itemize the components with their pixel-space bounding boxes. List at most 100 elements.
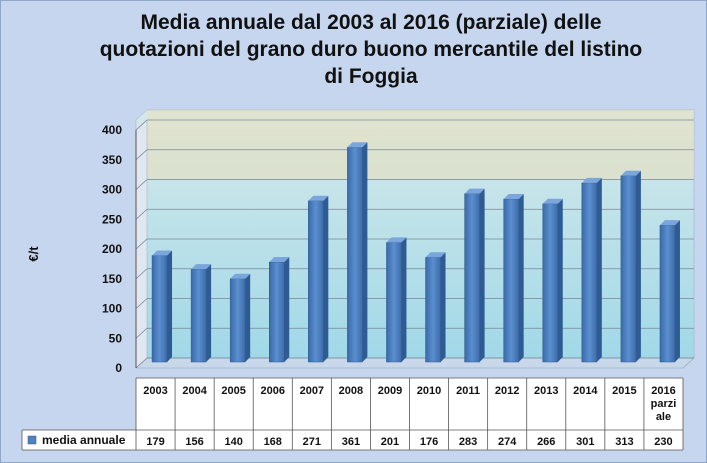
gridline	[135, 119, 694, 131]
data-label: 179	[146, 436, 164, 448]
bar-front	[151, 255, 168, 363]
legend-entry: media annuale	[42, 433, 126, 447]
bar-front	[425, 257, 441, 363]
data-label: 361	[342, 436, 360, 448]
data-table: 2003 2004 2005 2006 2007 2008 2009 2010 2011 2012…	[21, 377, 684, 451]
y-tick-label: 250	[102, 212, 122, 226]
category-label: 2010	[417, 385, 441, 397]
bar-side	[674, 220, 680, 362]
gridline	[135, 149, 694, 161]
bar-side	[440, 252, 446, 362]
category-label: ale	[656, 411, 671, 423]
bar	[229, 273, 251, 363]
bar-front	[620, 175, 637, 363]
category-label: 2006	[261, 385, 285, 397]
bar-side	[557, 198, 563, 362]
data-label: 156	[185, 436, 203, 448]
legend-cell	[22, 430, 136, 450]
category-label: 2003	[143, 385, 167, 397]
y-tick-label: 400	[102, 123, 122, 137]
category-label: 2015	[612, 385, 636, 397]
category-label: 2014	[573, 385, 598, 397]
bar-top	[659, 220, 680, 226]
data-label: 266	[537, 436, 555, 448]
bar-side	[635, 170, 641, 362]
y-tick-label: 100	[102, 302, 122, 316]
bar-front	[542, 203, 558, 363]
data-label: 274	[498, 436, 517, 448]
bar-side	[518, 193, 524, 362]
category-label: 2016	[651, 385, 675, 397]
bar-side	[323, 195, 329, 362]
y-tick-label: 150	[102, 272, 122, 286]
bar-top	[230, 273, 251, 279]
bar-side	[479, 188, 485, 362]
bar-side	[206, 264, 212, 362]
bar-top	[542, 198, 563, 204]
chart-title: Media annuale dal 2003 al 2016 (parziale…	[41, 9, 701, 90]
bar	[269, 257, 290, 363]
category-label: 2005	[221, 385, 245, 397]
bar-front	[581, 182, 598, 363]
category-label: parzi	[651, 398, 677, 410]
bar-top	[269, 257, 290, 263]
bar-top	[308, 195, 329, 201]
bar	[425, 252, 446, 363]
data-label: 313	[615, 436, 633, 448]
bar-top	[503, 193, 524, 199]
bar-top	[581, 177, 602, 183]
bar	[464, 188, 485, 363]
map-land-top	[147, 110, 694, 180]
bar	[659, 220, 680, 363]
data-label: 168	[264, 436, 282, 448]
category-label: 2008	[339, 385, 363, 397]
bar-side	[401, 237, 407, 362]
bar	[308, 195, 329, 363]
category-label: 2013	[534, 385, 558, 397]
bar	[542, 198, 563, 363]
data-label: 271	[303, 436, 321, 448]
bar	[190, 264, 212, 363]
bar-top	[152, 250, 173, 256]
y-tick-label: 350	[102, 153, 122, 167]
plot-floor	[135, 357, 695, 369]
y-tick-label: 200	[102, 242, 122, 256]
bar	[151, 250, 173, 363]
bars	[151, 142, 680, 363]
y-axis-label: €/t	[26, 246, 41, 262]
gridline	[135, 179, 694, 190]
data-label: 176	[420, 436, 438, 448]
bar-front	[269, 261, 285, 363]
y-tick-label: 300	[102, 183, 122, 197]
bar-side	[167, 250, 173, 362]
bar-top	[191, 264, 212, 270]
bar	[347, 142, 368, 363]
bar-side	[596, 177, 602, 362]
bar	[620, 170, 641, 363]
bar-front	[464, 193, 480, 363]
category-label: 2004	[182, 385, 207, 397]
category-label: 2012	[495, 385, 519, 397]
y-axis-ticks: 0 50 100 150 200 250 300 350 400	[102, 123, 137, 375]
bar-side	[284, 257, 290, 362]
data-label: 301	[576, 436, 594, 448]
bar-top	[425, 252, 446, 258]
category-label: 2007	[300, 385, 324, 397]
legend-key	[27, 435, 37, 445]
category-label: 2009	[378, 385, 402, 397]
y-tick-label: 50	[109, 331, 123, 345]
bar-side	[362, 142, 368, 362]
bar-front	[190, 268, 207, 363]
bar-front	[503, 198, 519, 363]
data-label: 230	[654, 436, 672, 448]
y-tick-label: 0	[115, 361, 122, 375]
chart-title-line-3: di Foggia	[324, 65, 418, 88]
bar-top	[386, 237, 407, 243]
bar-top	[347, 142, 368, 148]
bar-front	[229, 278, 246, 363]
bar	[503, 193, 524, 363]
bar-top	[620, 170, 641, 176]
category-label: 2011	[456, 385, 480, 397]
chart-title-line-1: Media annuale dal 2003 al 2016 (parziale…	[140, 11, 602, 34]
